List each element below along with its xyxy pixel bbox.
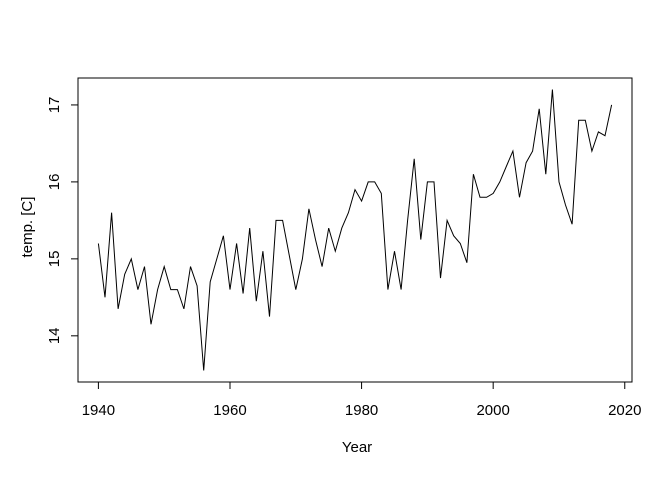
y-axis: 14 15 16 17: [46, 97, 78, 344]
x-tick-label: 1980: [345, 402, 378, 419]
y-axis-title: temp. [C]: [19, 197, 36, 258]
x-tick-label: 1960: [213, 402, 246, 419]
x-tick-label: 2000: [476, 402, 509, 419]
y-tick-label: 14: [46, 327, 63, 344]
y-tick-label: 17: [46, 97, 63, 114]
y-tick-label: 15: [46, 251, 63, 268]
x-axis-title: Year: [342, 439, 372, 456]
y-tick-label: 16: [46, 174, 63, 191]
x-tick-label: 1940: [82, 402, 115, 419]
x-tick-label: 2020: [608, 402, 641, 419]
plot-area-border: [77, 77, 633, 383]
temperature-series-line: [97, 89, 613, 371]
x-axis: 1940 1960 1980 2000 2020: [82, 382, 641, 419]
